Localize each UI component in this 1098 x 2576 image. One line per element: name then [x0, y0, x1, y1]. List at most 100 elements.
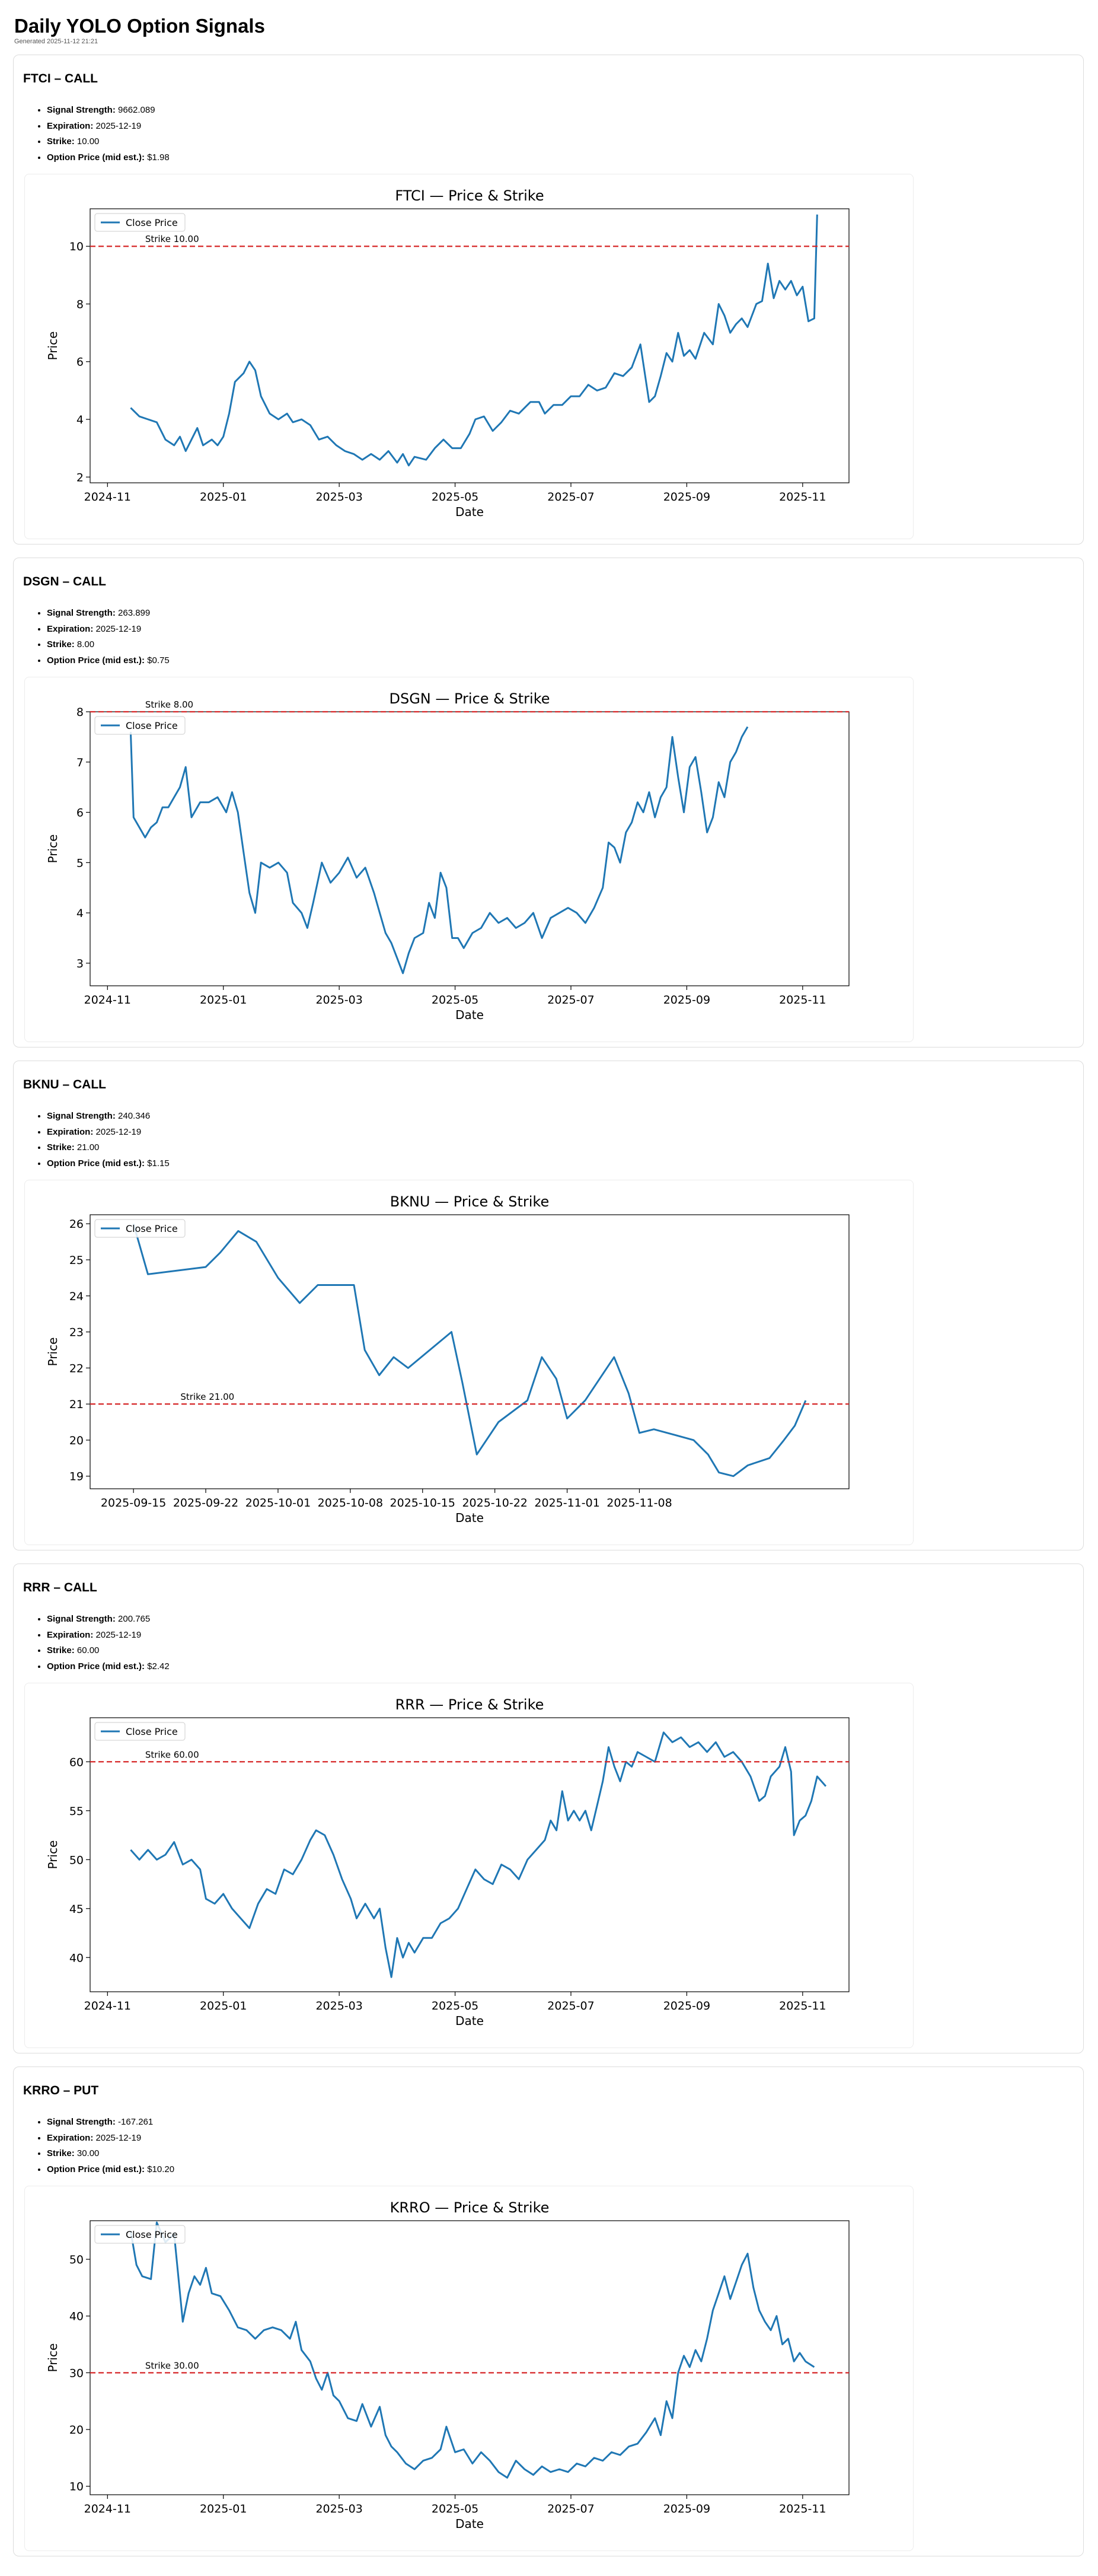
strike-value: 60.00 [76, 1645, 100, 1655]
signal-heading: KRRO – PUT [23, 2084, 99, 2097]
x-tick-label: 2025-03 [315, 994, 362, 1007]
close-price-line [130, 1731, 827, 1978]
y-tick-label: 8 [76, 706, 84, 719]
plot-frame [90, 1717, 850, 1992]
option-price-value: $10.20 [147, 2164, 175, 2174]
y-tick-label: 4 [76, 413, 84, 426]
option-price-item: Option Price (mid est.): $1.15 [47, 1156, 170, 1172]
signal-heading: FTCI – CALL [23, 72, 98, 85]
plot-frame [90, 711, 850, 986]
y-axis-label: Price [46, 835, 60, 864]
chart-title: BKNU — Price & Strike [390, 1193, 550, 1210]
y-axis-label: Price [46, 1338, 60, 1367]
x-tick-label: 2025-11-01 [534, 1496, 599, 1510]
x-tick-label: 2025-11 [779, 994, 826, 1007]
x-tick-label: 2025-11 [779, 1999, 826, 2013]
y-tick-label: 26 [69, 1218, 84, 1231]
chart-legend: Close Price [94, 2225, 186, 2244]
y-tick-label: 10 [69, 2481, 84, 2494]
signal-strength-value: 263.899 [118, 608, 151, 618]
strike-annotation: Strike 10.00 [145, 234, 199, 244]
x-tick-label: 2025-10-01 [245, 1496, 311, 1510]
x-tick-label: 2025-05 [432, 1999, 478, 2013]
signal-strength-value: 200.765 [118, 1614, 151, 1624]
y-tick-label: 4 [76, 907, 84, 920]
y-tick-label: 45 [69, 1903, 84, 1916]
y-tick-label: 6 [76, 356, 84, 369]
x-axis-label: Date [455, 2517, 484, 2531]
signal-strength-value: 240.346 [118, 1111, 151, 1121]
chart-svg: RRR — Price & Strike 2024-11 2025-01 2025-0… [46, 1696, 850, 2028]
plot-frame [90, 1214, 850, 1489]
x-tick-label: 2025-09 [663, 491, 710, 504]
strike-annotation: Strike 8.00 [145, 699, 193, 710]
signal-strength-item: Signal Strength: 240.346 [47, 1109, 170, 1125]
y-tick-label: 30 [69, 2367, 84, 2380]
x-tick-label: 2025-11-08 [607, 1496, 672, 1510]
signal-heading: RRR – CALL [23, 1581, 97, 1594]
option-price-value: $2.42 [147, 1661, 170, 1671]
signal-heading: DSGN – CALL [23, 575, 107, 588]
price-chart: BKNU — Price & Strike 2025-09-15 2025-09-2… [24, 1180, 914, 1545]
plot-frame [90, 2220, 850, 2495]
expiration-item: Expiration: 2025-12-19 [47, 1628, 170, 1644]
y-tick-label: 40 [69, 1951, 84, 1964]
page-title: Daily YOLO Option Signals [14, 15, 265, 37]
chart-title: RRR — Price & Strike [395, 1696, 544, 1713]
signal-strength-label: Signal Strength: [47, 608, 116, 618]
x-tick-label: 2025-10-22 [462, 1496, 527, 1510]
y-tick-label: 25 [69, 1254, 84, 1267]
chart-legend: Close Price [94, 1219, 186, 1238]
x-tick-label: 2024-11 [84, 2502, 131, 2515]
y-tick-label: 19 [69, 1470, 84, 1483]
option-price-value: $1.15 [147, 1158, 170, 1168]
expiration-label: Expiration: [47, 1629, 94, 1640]
y-tick-label: 7 [76, 756, 84, 769]
strike-item: Strike: 21.00 [47, 1140, 170, 1156]
strike-label: Strike: [47, 1645, 75, 1655]
x-axis-label: Date [455, 1511, 484, 1525]
signal-details: Signal Strength: 263.899Expiration: 2025… [23, 606, 170, 668]
y-tick-label: 21 [69, 1398, 84, 1411]
chart-legend: Close Price [94, 716, 186, 735]
strike-label: Strike: [47, 2148, 75, 2158]
signal-details: Signal Strength: 240.346Expiration: 2025… [23, 1109, 170, 1171]
x-tick-label: 2025-07 [547, 994, 594, 1007]
x-tick-label: 2025-09-15 [101, 1496, 166, 1510]
expiration-label: Expiration: [47, 120, 94, 131]
close-price-line [129, 726, 749, 975]
y-tick-label: 20 [69, 1434, 84, 1447]
x-tick-label: 2025-09 [663, 2502, 710, 2515]
x-axis-label: Date [455, 505, 484, 519]
legend-label: Close Price [126, 2229, 178, 2240]
expiration-value: 2025-12-19 [95, 1629, 142, 1640]
strike-label: Strike: [47, 1142, 75, 1152]
legend-box [94, 2225, 186, 2244]
x-tick-label: 2025-10-08 [318, 1496, 383, 1510]
y-axis-label: Price [46, 1841, 60, 1870]
legend-box [94, 213, 186, 232]
signal-strength-item: Signal Strength: 263.899 [47, 606, 170, 622]
option-price-item: Option Price (mid est.): $0.75 [47, 653, 170, 669]
chart-legend: Close Price [94, 1722, 186, 1741]
option-price-item: Option Price (mid est.): $10.20 [47, 2162, 174, 2178]
option-price-label: Option Price (mid est.): [47, 152, 145, 163]
signal-strength-value: -167.261 [118, 2117, 154, 2127]
legend-label: Close Price [126, 720, 178, 731]
y-tick-label: 20 [69, 2424, 84, 2437]
expiration-item: Expiration: 2025-12-19 [47, 2131, 174, 2147]
expiration-label: Expiration: [47, 1126, 94, 1137]
x-tick-label: 2025-09 [663, 1999, 710, 2013]
y-tick-label: 50 [69, 1854, 84, 1867]
expiration-value: 2025-12-19 [95, 1126, 142, 1137]
chart-svg: FTCI — Price & Strike 2024-11 2025-01 2025-… [46, 187, 850, 519]
close-price-line [132, 1223, 807, 1478]
strike-item: Strike: 8.00 [47, 637, 170, 653]
chart-legend: Close Price [94, 213, 186, 232]
option-price-item: Option Price (mid est.): $1.98 [47, 150, 170, 166]
y-axis-label: Price [46, 2343, 60, 2373]
legend-box [94, 1219, 186, 1238]
x-tick-label: 2025-05 [432, 994, 478, 1007]
x-tick-label: 2025-01 [200, 2502, 247, 2515]
signal-strength-label: Signal Strength: [47, 1111, 116, 1121]
